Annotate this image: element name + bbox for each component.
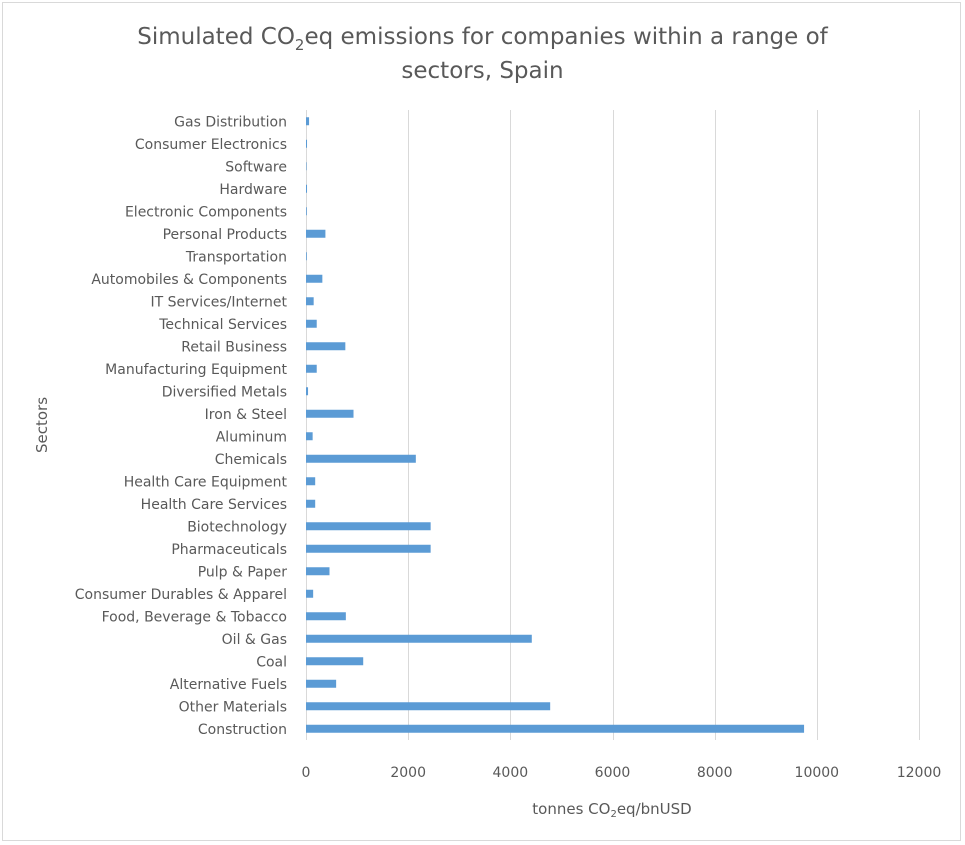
bar-27 <box>306 724 805 733</box>
bar-22 <box>306 612 346 621</box>
category-label-11: Manufacturing Equipment <box>105 362 287 378</box>
category-label-23: Oil & Gas <box>222 632 287 648</box>
category-label-26: Other Materials <box>179 699 287 715</box>
bar-14 <box>306 432 313 441</box>
bar-5 <box>306 229 326 238</box>
category-label-0: Gas Distribution <box>174 114 287 130</box>
bar-11 <box>306 364 317 373</box>
category-label-12: Diversified Metals <box>162 384 287 400</box>
chart-title-text: Simulated CO <box>137 24 295 50</box>
category-label-14: Aluminum <box>216 429 287 445</box>
x-tick-label-1: 2000 <box>390 765 426 781</box>
category-label-18: Biotechnology <box>187 519 287 535</box>
bar-18 <box>306 522 431 531</box>
x-axis-label-text: tonnes CO <box>532 800 611 818</box>
category-label-6: Transportation <box>185 249 287 265</box>
category-label-5: Personal Products <box>163 227 287 243</box>
y-axis-label: Sectors <box>33 396 51 454</box>
x-tick-label-6: 12000 <box>897 765 942 781</box>
bar-8 <box>306 297 314 306</box>
bar-9 <box>306 319 317 328</box>
category-label-4: Electronic Components <box>125 204 287 220</box>
chart-title-line-2: sectors, Spain <box>401 58 564 84</box>
bar-25 <box>306 679 337 688</box>
bar-21 <box>306 589 314 598</box>
bar-0 <box>306 117 310 126</box>
bar-17 <box>306 499 316 508</box>
bar-6 <box>306 252 307 261</box>
category-label-10: Retail Business <box>181 339 287 355</box>
category-label-21: Consumer Durables & Apparel <box>75 587 287 603</box>
bar-15 <box>306 454 416 463</box>
category-label-24: Coal <box>256 654 287 670</box>
bar-7 <box>306 274 323 283</box>
category-label-17: Health Care Services <box>141 497 287 513</box>
category-label-20: Pulp & Paper <box>198 564 288 580</box>
bar-3 <box>306 184 308 193</box>
bar-12 <box>306 387 309 396</box>
chart-title-subscript: 2 <box>294 36 305 54</box>
category-label-27: Construction <box>198 722 287 738</box>
bar-1 <box>306 139 308 148</box>
bar-16 <box>306 477 316 486</box>
x-tick-label-3: 6000 <box>595 765 631 781</box>
category-label-25: Alternative Fuels <box>170 677 287 693</box>
bar-26 <box>306 702 551 711</box>
category-label-1: Consumer Electronics <box>135 137 287 153</box>
x-tick-label-2: 4000 <box>493 765 529 781</box>
x-axis-label-text-cont: eq/bnUSD <box>616 800 692 818</box>
bar-4 <box>306 207 307 216</box>
x-axis-label: tonnes CO2eq/bnUSD <box>532 800 692 820</box>
category-label-2: Software <box>225 159 287 175</box>
category-label-15: Chemicals <box>215 452 287 468</box>
bar-2 <box>306 162 307 171</box>
bar-19 <box>306 544 431 553</box>
bar-10 <box>306 342 346 351</box>
chart-title-text-cont: eq emissions for companies within a rang… <box>304 24 828 50</box>
bar-24 <box>306 657 364 666</box>
category-label-19: Pharmaceuticals <box>171 542 287 558</box>
category-label-8: IT Services/Internet <box>151 294 288 310</box>
bar-20 <box>306 567 330 576</box>
category-label-9: Technical Services <box>158 317 287 333</box>
category-label-7: Automobiles & Components <box>91 272 287 288</box>
bar-23 <box>306 634 532 643</box>
category-label-22: Food, Beverage & Tobacco <box>102 609 287 625</box>
chart-title-line-1: Simulated CO2eq emissions for companies … <box>0 20 965 54</box>
x-tick-label-0: 0 <box>302 765 311 781</box>
category-label-3: Hardware <box>219 182 287 198</box>
category-label-13: Iron & Steel <box>205 407 287 423</box>
x-axis-label-subscript: 2 <box>610 809 617 820</box>
category-label-16: Health Care Equipment <box>124 474 288 490</box>
x-tick-label-4: 8000 <box>697 765 733 781</box>
bar-13 <box>306 409 354 418</box>
chart-title: Simulated CO2eq emissions for companies … <box>0 20 965 88</box>
x-tick-label-5: 10000 <box>795 765 840 781</box>
